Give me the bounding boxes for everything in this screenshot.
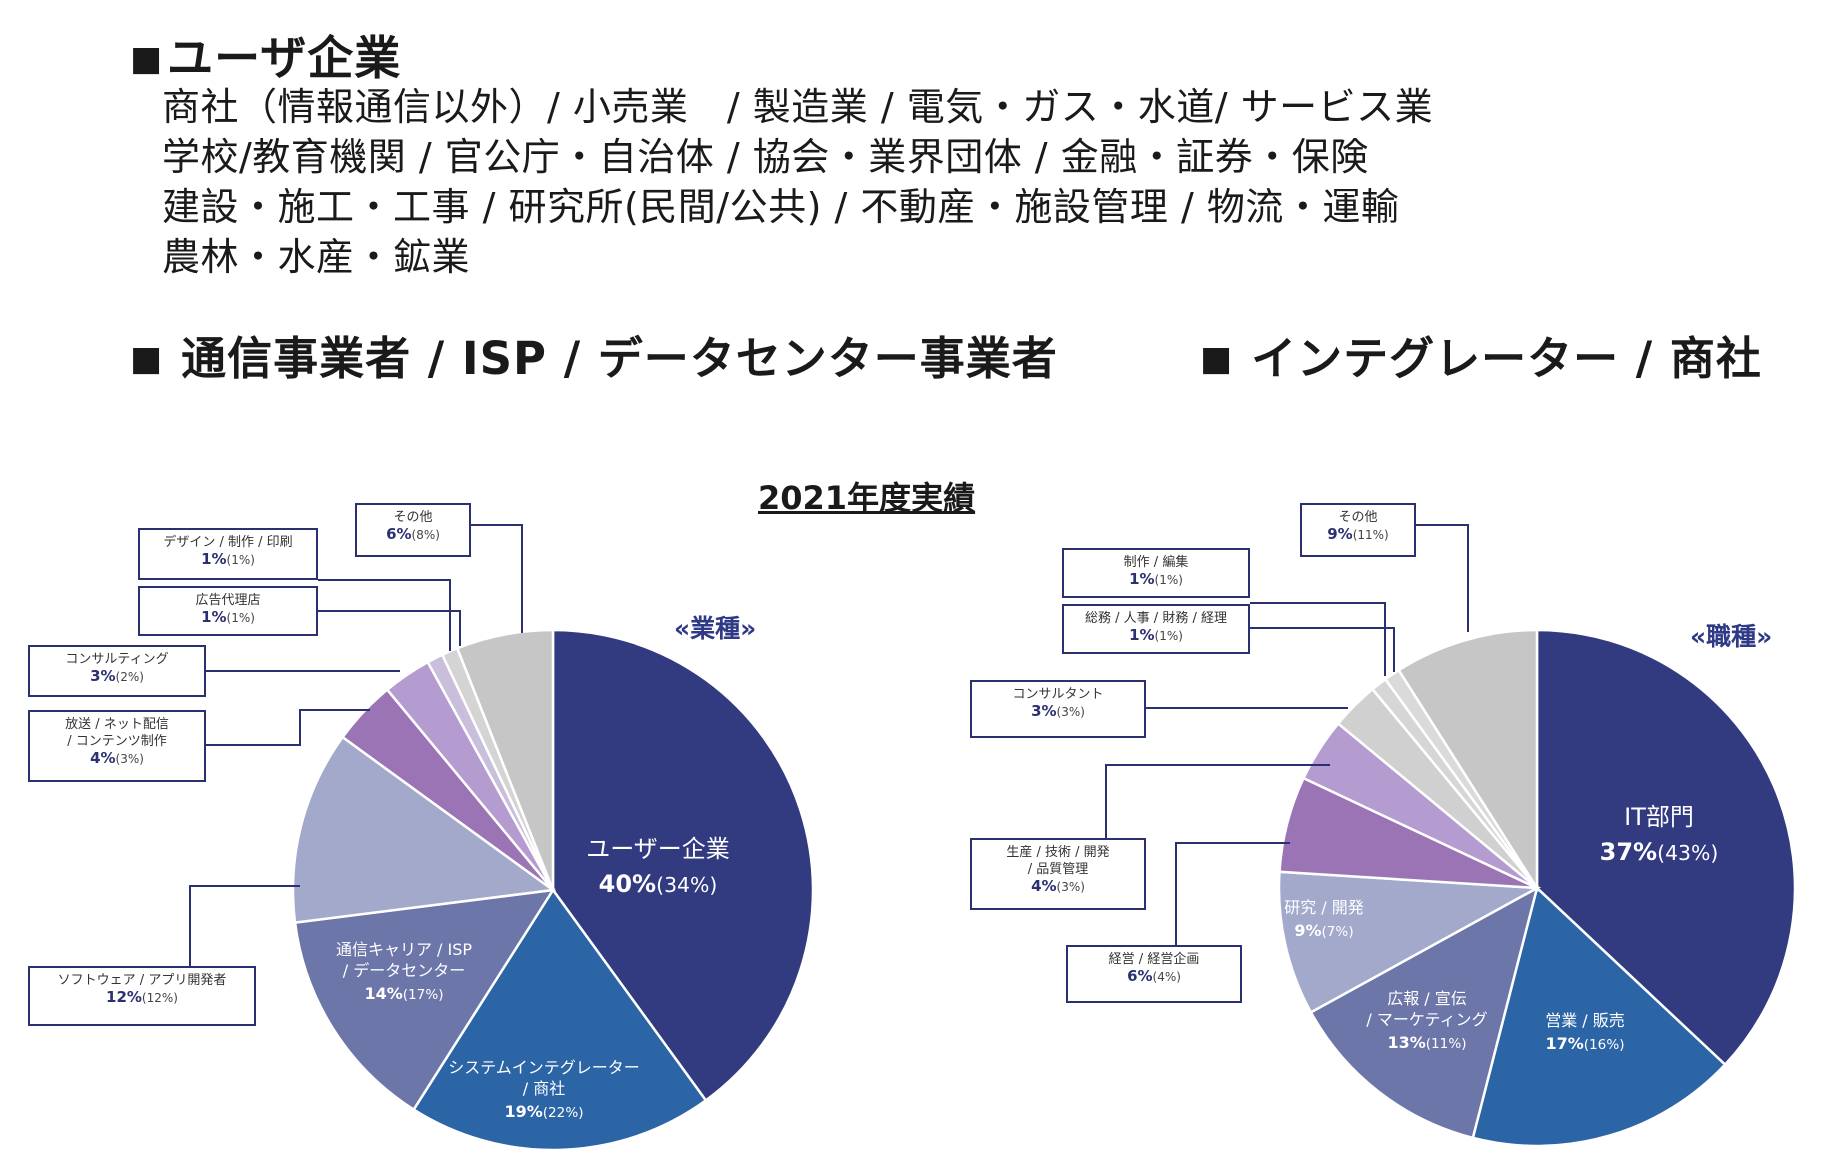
pie2-label-sales: 営業 / 販売 17%(16%) <box>1545 1011 1625 1053</box>
job-chart-badge: «職種» <box>1690 622 1773 651</box>
leader-other-1 <box>471 524 523 633</box>
user-companies-line: 建設・施工・工事 / 研究所(民間/公共) / 不動産・施設管理 / 物流・運輸 <box>162 185 1400 229</box>
leader-management <box>1175 842 1290 945</box>
callout-value: 6%(4%) <box>1127 967 1181 985</box>
telecom-heading: ■ 通信事業者 / ISP / データセンター事業者 <box>130 322 1058 387</box>
pie2-slice <box>1277 870 1542 1014</box>
callout-label: その他 <box>1338 510 1378 525</box>
callout-label: / 品質管理 <box>1027 862 1089 877</box>
pie2-label-it: IT部門 37%(43%) <box>1600 803 1719 866</box>
leader-production <box>1105 764 1330 838</box>
leader-broadcast <box>206 709 370 746</box>
callout-consultant: コンサルタント 3%(3%) <box>970 680 1146 738</box>
callout-value: 6%(8%) <box>386 525 440 543</box>
callout-value: 3%(3%) <box>1031 702 1085 720</box>
callout-value: 12%(12%) <box>106 988 178 1006</box>
pie2-slice <box>1471 885 1727 1148</box>
callout-broadcast: 放送 / ネット配信 / コンテンツ制作 4%(3%) <box>28 710 206 782</box>
callout-advertising: 広告代理店 1%(1%) <box>138 586 318 636</box>
callout-label: 経営 / 経営企画 <box>1108 952 1200 967</box>
callout-other-2: その他 9%(11%) <box>1300 503 1416 557</box>
square-bullet-icon: ■ <box>1200 339 1234 379</box>
pie1-slice <box>551 628 815 1103</box>
pie2-label-marketing: 広報 / 宣伝/ マーケティング 13%(11%) <box>1366 989 1487 1052</box>
pie1-label-user-companies: ユーザー企業 40%(34%) <box>586 835 730 898</box>
callout-label: 広告代理店 <box>195 593 261 608</box>
callout-label: ソフトウェア / アプリ開発者 <box>57 973 227 988</box>
callout-software: ソフトウェア / アプリ開発者 12%(12%) <box>28 966 256 1026</box>
leader-software <box>189 885 300 966</box>
pie2-slice <box>1535 628 1797 1067</box>
leader-admin <box>1250 627 1395 672</box>
callout-label: その他 <box>393 510 433 525</box>
callout-value: 4%(3%) <box>90 749 144 767</box>
leader-editing <box>1250 602 1386 676</box>
callout-label: コンサルタント <box>1012 687 1104 702</box>
callout-label: 総務 / 人事 / 財務 / 経理 <box>1085 611 1227 626</box>
callout-value: 4%(3%) <box>1031 877 1085 895</box>
user-companies-line: 学校/教育機関 / 官公庁・自治体 / 協会・業界団体 / 金融・証券・保険 <box>162 135 1369 179</box>
user-companies-title: ユーザ企業 <box>167 31 402 85</box>
callout-label: 放送 / ネット配信 <box>65 717 169 732</box>
leader-other-2 <box>1416 524 1469 632</box>
telecom-title: 通信事業者 / ISP / データセンター事業者 <box>181 332 1058 385</box>
user-companies-line: 農林・水産・鉱業 <box>162 235 471 279</box>
pie2-slice <box>1309 885 1539 1140</box>
pie2-slice <box>1397 628 1539 893</box>
user-companies-line: 商社（情報通信以外）/ 小売業 / 製造業 / 電気・ガス・水道/ サービス業 <box>162 85 1434 129</box>
callout-admin: 総務 / 人事 / 財務 / 経理 1%(1%) <box>1062 604 1250 654</box>
square-bullet-icon: ■ <box>130 339 164 379</box>
chart-title: 2021年度実績 <box>758 479 976 517</box>
callout-value: 1%(1%) <box>201 550 255 568</box>
pie2-label-rnd: 研究 / 開発 9%(7%) <box>1284 898 1364 940</box>
callout-value: 1%(1%) <box>201 608 255 626</box>
pie1-label-integrator: システムインテグレーター/ 商社 19%(22%) <box>448 1058 640 1121</box>
pie1-slice <box>291 735 557 924</box>
leader-advertising <box>318 610 461 646</box>
user-companies-list: 商社（情報通信以外）/ 小売業 / 製造業 / 電気・ガス・水道/ サービス業 … <box>162 82 1433 282</box>
callout-design: デザイン / 制作 / 印刷 1%(1%) <box>138 528 318 580</box>
callout-other-1: その他 6%(8%) <box>355 503 471 557</box>
leader-design <box>318 579 451 651</box>
callout-label: デザイン / 制作 / 印刷 <box>163 535 293 550</box>
callout-value: 3%(2%) <box>90 667 144 685</box>
pie1-slice <box>293 888 556 1112</box>
callout-management: 経営 / 経営企画 6%(4%) <box>1066 945 1242 1003</box>
integrator-title: インテグレーター / 商社 <box>1251 332 1762 385</box>
callout-value: 1%(1%) <box>1129 626 1183 644</box>
pie1-label-telecom: 通信キャリア / ISP / データセンター 14%(17%) <box>336 940 472 1003</box>
integrator-heading: ■ インテグレーター / 商社 <box>1200 322 1762 387</box>
callout-value: 1%(1%) <box>1129 570 1183 588</box>
callout-label: 生産 / 技術 / 開発 <box>1006 845 1110 860</box>
square-bullet-icon: ■ <box>130 39 164 79</box>
callout-consulting-1: コンサルティング 3%(2%) <box>28 645 206 697</box>
callout-value: 9%(11%) <box>1327 525 1389 543</box>
pie1-slice <box>455 628 555 891</box>
callout-editing: 制作 / 編集 1%(1%) <box>1062 548 1250 598</box>
callout-label: 制作 / 編集 <box>1123 555 1189 570</box>
callout-production: 生産 / 技術 / 開発 / 品質管理 4%(3%) <box>970 838 1146 910</box>
user-companies-heading: ■ユーザ企業 <box>130 22 401 88</box>
callout-label: コンサルティング <box>65 652 169 667</box>
industry-chart-badge: «業種» <box>674 614 757 643</box>
callout-label: / コンテンツ制作 <box>67 734 167 749</box>
pie1-slice <box>411 887 708 1152</box>
